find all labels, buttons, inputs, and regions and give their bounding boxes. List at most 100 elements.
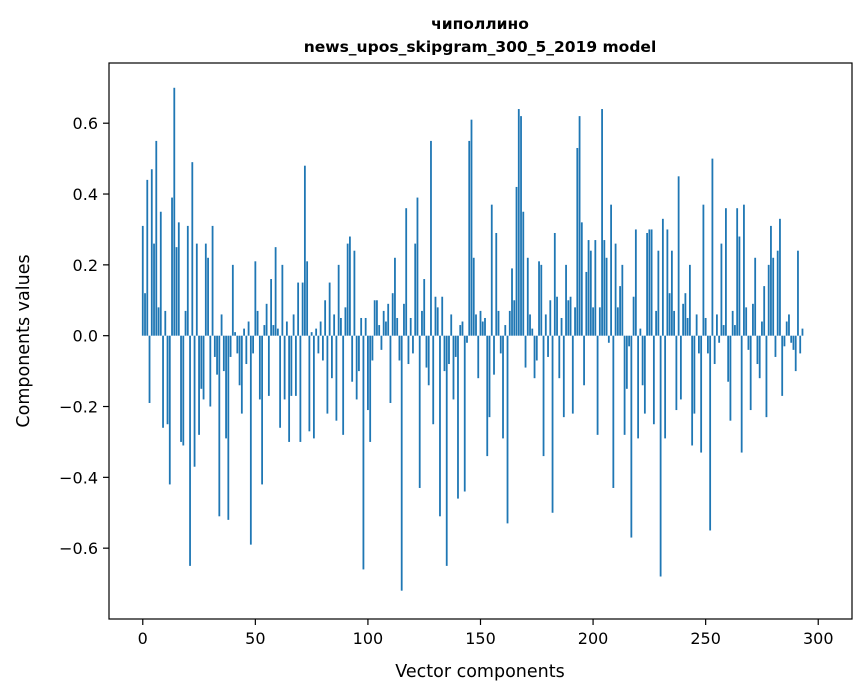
y-tick-label: 0.4 [73,185,98,204]
bar [574,307,576,336]
bar [707,335,709,354]
bar [603,240,606,336]
bar [144,293,146,336]
bar [729,335,732,421]
bar [425,335,428,368]
bar [797,250,799,336]
bar [556,296,558,336]
bar [596,335,599,435]
x-tick-label: 50 [245,629,265,648]
bar [288,335,291,442]
bar [720,243,723,336]
bar [587,240,590,336]
bar [371,335,374,361]
bar [657,250,660,336]
bar [376,300,378,336]
bar [358,335,360,372]
bar [391,293,394,336]
bar [675,335,678,411]
bar [779,218,781,336]
bar [695,314,698,336]
bar [452,335,455,400]
bar [211,225,214,336]
bar [493,335,495,375]
bar [180,335,182,442]
bar [585,271,588,336]
bar [155,140,158,336]
bar [565,264,567,336]
bar [157,307,160,336]
bar [763,286,766,336]
bar [508,310,511,336]
bar [432,335,435,425]
bar [628,335,630,347]
bar [249,335,252,545]
bar [340,317,342,336]
y-axis-ticks: −0.6 −0.4 −0.2 0.0 0.2 0.4 0.6 [59,114,109,558]
bar [477,335,480,379]
bar [625,335,628,389]
bar [517,109,520,336]
bar [222,335,225,372]
bar [749,335,752,411]
bar [193,335,196,467]
bar [542,335,545,457]
bar [594,240,597,336]
bar [583,335,585,386]
bar [652,335,655,425]
x-tick-label: 250 [690,629,721,648]
bar [538,261,540,336]
bar [292,314,295,336]
bar [495,232,498,336]
bar [702,204,705,336]
bar [799,335,802,354]
bar [486,335,489,457]
bar [637,335,640,439]
bar [743,204,745,336]
bar [407,335,410,365]
bar [436,307,439,336]
bar [355,335,358,400]
bar [389,335,392,403]
bar [412,335,414,354]
bar [204,243,207,336]
bar [337,264,340,336]
bar [234,332,236,336]
bar [272,325,275,336]
bar [394,257,396,336]
bar [677,176,680,336]
bar [580,222,583,336]
bar [252,335,254,354]
bar [166,335,169,425]
bar [303,165,306,336]
bar [468,140,471,336]
x-axis-ticks: 0 50 100 150 200 250 300 [138,619,834,648]
bar [463,335,466,492]
bar [306,261,309,336]
bar [312,335,315,439]
bar [164,310,167,336]
bar [403,303,405,336]
bar [162,335,164,428]
bar [173,87,176,336]
bar [153,243,155,336]
bar [679,335,682,400]
bar [511,268,513,336]
bar [344,307,347,336]
bar [265,303,268,336]
bar [765,335,768,418]
bar [360,317,363,336]
bar [506,335,509,524]
bar [263,325,266,336]
bar [619,286,621,336]
bar [646,232,649,336]
bar [761,321,763,336]
bar [209,335,212,407]
bar [398,335,401,361]
bar [326,335,329,414]
bar [704,317,707,336]
bar [364,317,367,336]
bar [261,335,263,485]
bar [405,208,408,336]
bar [400,335,403,591]
